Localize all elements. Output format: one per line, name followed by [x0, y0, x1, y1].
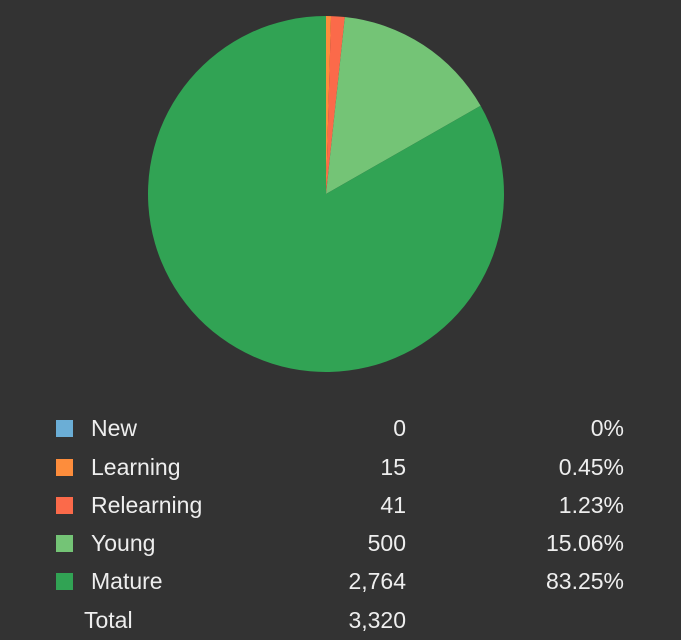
total-count: 3,320: [348, 607, 406, 633]
legend-percent-young: 15.06%: [545, 530, 624, 556]
legend-label-relearning: Relearning: [91, 492, 203, 518]
pie-slice-relearning: [326, 16, 345, 195]
legend-count-new: 0: [393, 415, 406, 441]
pie-slice-learning: [326, 16, 332, 194]
legend-row-mature: Mature 2,764 83.25%: [0, 564, 681, 598]
legend-count-young: 500: [367, 530, 406, 556]
total-label: Total: [84, 607, 133, 633]
legend-percent-relearning: 1.23%: [558, 492, 624, 518]
legend-row-young: Young 500 15.06%: [0, 526, 681, 560]
legend-row-relearning: Relearning 41 1.23%: [0, 488, 681, 522]
legend-percent-new: 0%: [590, 415, 624, 441]
legend-count-mature: 2,764: [348, 568, 406, 594]
legend-percent-learning: 0.45%: [558, 454, 624, 480]
legend-swatch-new: [56, 420, 73, 437]
legend-swatch-young: [56, 535, 73, 552]
legend-percent-mature: 83.25%: [545, 568, 624, 594]
legend-row-total: Total 3,320: [0, 603, 681, 637]
pie-slice-mature: [148, 16, 505, 372]
legend-label-new: New: [91, 415, 138, 441]
legend-swatch-relearning: [56, 497, 73, 514]
legend-swatch-learning: [56, 459, 73, 476]
legend-label-learning: Learning: [91, 454, 181, 480]
legend-swatch-mature: [56, 573, 73, 590]
legend-row-learning: Learning 15 0.45%: [0, 450, 681, 484]
legend-label-mature: Mature: [91, 568, 163, 594]
legend-count-relearning: 41: [380, 492, 406, 518]
pie-chart: [148, 16, 505, 372]
legend-label-young: Young: [91, 530, 156, 556]
pie-slice-young: [326, 16, 481, 194]
legend-count-learning: 15: [380, 454, 406, 480]
legend-row-new: New 0 0%: [0, 411, 681, 445]
